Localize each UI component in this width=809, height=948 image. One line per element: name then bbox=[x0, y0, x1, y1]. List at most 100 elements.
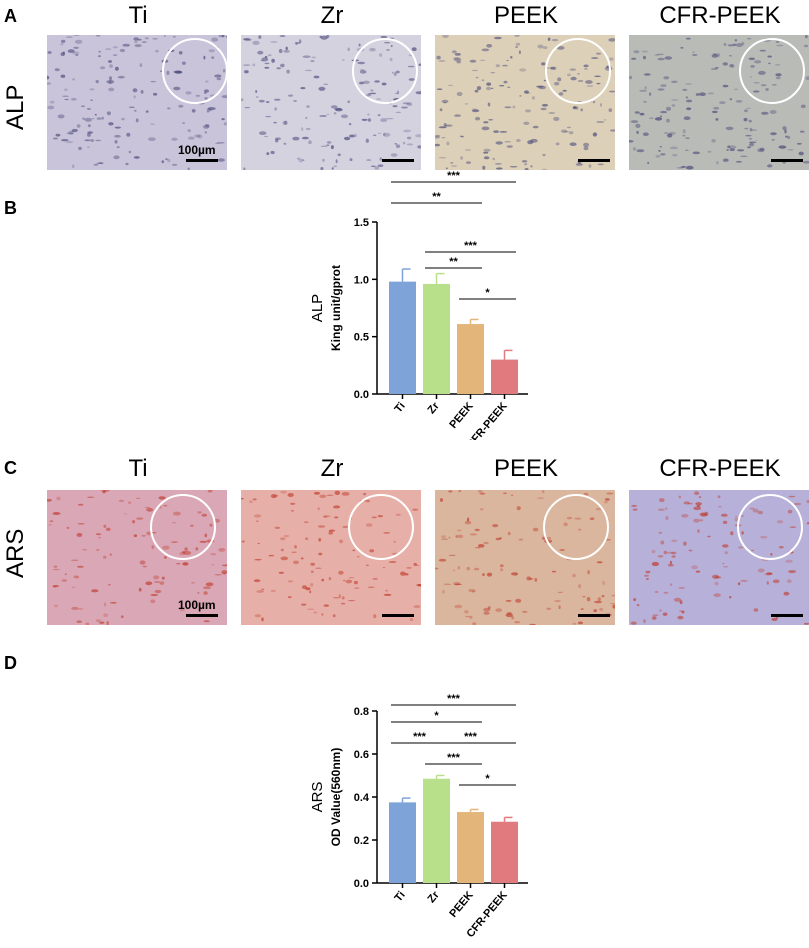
micrograph-speck bbox=[347, 600, 356, 602]
micrograph-speck bbox=[225, 36, 227, 38]
micrograph-speck bbox=[583, 142, 590, 147]
micrograph-speck bbox=[659, 498, 665, 503]
micrograph-speck bbox=[729, 98, 733, 101]
micrograph-speck bbox=[214, 574, 222, 576]
micrograph-speck bbox=[66, 527, 70, 529]
micrograph-speck bbox=[348, 576, 355, 579]
micrograph-speck bbox=[106, 80, 115, 84]
micrograph-speck bbox=[695, 570, 701, 573]
micrograph-speck bbox=[723, 42, 727, 47]
micrograph-speck bbox=[479, 508, 484, 511]
micrograph-speck bbox=[268, 554, 275, 557]
micrograph-speck bbox=[330, 105, 338, 109]
micrograph-speck bbox=[551, 38, 559, 42]
micrograph-speck bbox=[326, 113, 330, 116]
micrograph-speck bbox=[205, 582, 214, 587]
micrograph-speck bbox=[301, 127, 304, 131]
micrograph-speck bbox=[74, 39, 83, 44]
micrograph-speck bbox=[435, 567, 439, 570]
micrograph-speck bbox=[509, 166, 518, 168]
micrograph-speck bbox=[757, 568, 765, 573]
micrograph-speck bbox=[472, 590, 475, 593]
micrograph-speck bbox=[667, 563, 674, 567]
micrograph-speck bbox=[344, 136, 351, 141]
micrograph-speck bbox=[61, 39, 66, 43]
micrograph-speck bbox=[685, 165, 694, 170]
micrograph-speck bbox=[542, 153, 546, 157]
micrograph-speck bbox=[475, 116, 481, 121]
micrograph-speck bbox=[788, 495, 796, 498]
micrograph-speck bbox=[657, 555, 664, 558]
micrograph-speck bbox=[323, 83, 328, 86]
micrograph-speck bbox=[66, 36, 73, 38]
micrograph-speck bbox=[249, 500, 253, 504]
micrograph-speck bbox=[103, 613, 108, 617]
micrograph-speck bbox=[713, 106, 720, 110]
micrograph-speck bbox=[633, 50, 640, 54]
micrograph-speck bbox=[283, 535, 290, 537]
micrograph-speck bbox=[782, 126, 787, 131]
micrograph-speck bbox=[473, 567, 480, 571]
micrograph-speck bbox=[654, 117, 663, 121]
micrograph-speck bbox=[47, 51, 52, 54]
micrograph-speck bbox=[471, 109, 480, 113]
micrograph-speck bbox=[352, 549, 356, 552]
micrograph-speck bbox=[800, 104, 806, 109]
micrograph-speck bbox=[415, 134, 421, 138]
micrograph-speck bbox=[633, 147, 636, 151]
micrograph-speck bbox=[207, 107, 216, 111]
micrograph-speck bbox=[132, 520, 136, 524]
scale-bar bbox=[382, 614, 414, 617]
micrograph-speck bbox=[328, 577, 331, 581]
micrograph-speck bbox=[769, 110, 777, 114]
significance-label: * bbox=[485, 287, 490, 299]
micrograph-speck bbox=[438, 60, 446, 62]
micrograph-speck bbox=[390, 153, 398, 157]
micrograph-speck bbox=[298, 158, 304, 163]
micrograph-speck bbox=[686, 107, 692, 111]
micrograph-speck bbox=[102, 490, 106, 494]
x-tick-label: Ti bbox=[392, 400, 407, 415]
micrograph-speck bbox=[554, 600, 561, 602]
micrograph-speck bbox=[163, 556, 167, 559]
micrograph-speck bbox=[753, 608, 759, 612]
micrograph-speck bbox=[596, 561, 603, 564]
micrograph-speck bbox=[310, 583, 314, 587]
micrograph-speck bbox=[320, 145, 328, 147]
micrograph-speck bbox=[221, 35, 225, 38]
micrograph-speck bbox=[47, 105, 55, 110]
micrograph-speck bbox=[659, 145, 662, 148]
micrograph-speck bbox=[566, 126, 572, 129]
micrograph-speck bbox=[270, 150, 275, 155]
y-axis-sublabel: King unit/gprot bbox=[329, 265, 343, 351]
micrograph-speck bbox=[187, 129, 191, 133]
micrograph-speck bbox=[264, 55, 268, 59]
scale-bar bbox=[186, 159, 218, 162]
micrograph-speck bbox=[71, 586, 76, 589]
micrograph-speck bbox=[57, 114, 65, 119]
micrograph-speck bbox=[587, 570, 590, 575]
micrograph-speck bbox=[772, 579, 780, 584]
micrograph-speck bbox=[305, 127, 311, 131]
micrograph-speck bbox=[261, 588, 265, 591]
micrograph-speck bbox=[669, 583, 673, 586]
micrograph-speck bbox=[218, 35, 224, 38]
micrograph-speck bbox=[677, 615, 684, 620]
micrograph-speck bbox=[683, 501, 690, 505]
micrograph-speck bbox=[71, 606, 79, 610]
micrograph-speck bbox=[649, 117, 654, 119]
micrograph-speck bbox=[292, 136, 300, 141]
micrograph-speck bbox=[90, 99, 93, 101]
micrograph-speck bbox=[743, 117, 748, 122]
micrograph-speck bbox=[560, 129, 568, 133]
column-title-peek: PEEK bbox=[493, 2, 559, 29]
micrograph-speck bbox=[62, 95, 69, 97]
micrograph-speck bbox=[486, 86, 491, 91]
micrograph-speck bbox=[636, 130, 639, 134]
panel-letter-b: B bbox=[4, 198, 17, 218]
micrograph-speck bbox=[660, 84, 667, 87]
micrograph-speck bbox=[76, 565, 84, 568]
micrograph-speck bbox=[155, 49, 159, 53]
micrograph-speck bbox=[490, 72, 496, 74]
